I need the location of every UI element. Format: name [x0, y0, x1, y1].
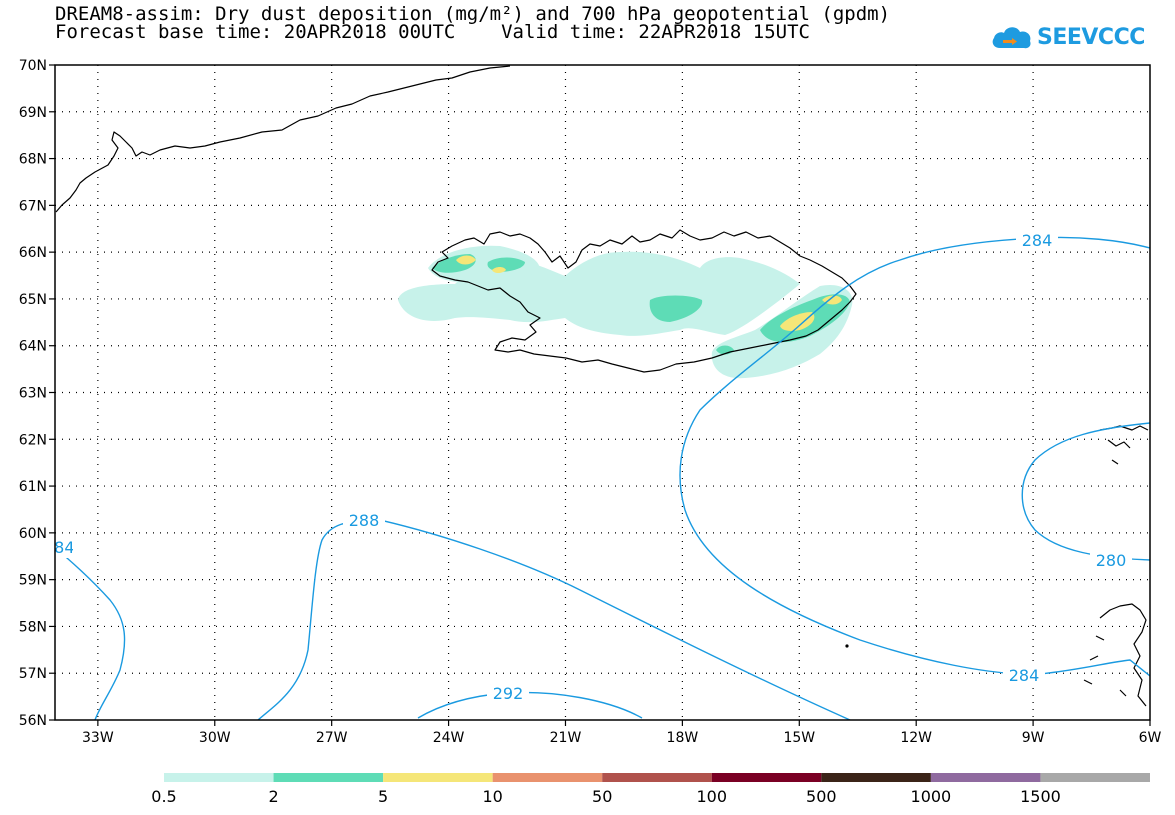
logo-text: SEEVCCC	[1037, 24, 1145, 50]
lon-label-6W: 6W	[1139, 730, 1162, 746]
legend-label-500: 500	[806, 787, 837, 806]
legend-swatch-9	[1040, 773, 1150, 782]
lat-label-69N: 69N	[19, 105, 47, 121]
contour-288	[257, 519, 851, 720]
map-title: DREAM8-assim: Dry dust deposition (mg/m²…	[55, 3, 891, 25]
contour-label-284-north: 284	[1022, 231, 1053, 250]
lat-label-64N: 64N	[19, 339, 47, 355]
legend-swatch-4	[492, 773, 603, 782]
dust-peak-southeast	[780, 312, 815, 331]
lat-label-63N: 63N	[19, 386, 47, 402]
coastlines	[55, 65, 1149, 707]
legend-label-5: 5	[378, 787, 388, 806]
contour-label-284-west: 284	[44, 538, 75, 557]
legend-swatch-2	[273, 773, 384, 782]
cloud-icon	[992, 27, 1031, 49]
lat-label-67N: 67N	[19, 198, 47, 214]
iceland-coast	[431, 229, 857, 373]
legend-swatch-6	[711, 773, 822, 782]
legend-swatch-1	[164, 773, 274, 782]
legend-label-10: 10	[482, 787, 502, 806]
lon-label-12W: 12W	[900, 730, 932, 746]
legend-label-1000: 1000	[911, 787, 952, 806]
dust-deposition-shading	[398, 245, 853, 379]
lon-label-27W: 27W	[316, 730, 348, 746]
legend-label-50: 50	[592, 787, 612, 806]
lat-label-70N: 70N	[19, 58, 47, 74]
lat-label-58N: 58N	[19, 619, 47, 635]
rockall-point	[845, 644, 849, 648]
dust-area-iceland-north	[428, 245, 540, 283]
contour-label-288: 288	[349, 511, 380, 530]
faroe-scotland-coast	[1083, 425, 1149, 707]
longitude-labels: 33W 30W 27W 24W 21W 18W 15W 12W 9W 6W	[82, 730, 1162, 746]
contour-label-292: 292	[493, 684, 524, 703]
legend-swatch-7	[821, 773, 931, 782]
legend-swatch-8	[930, 773, 1041, 782]
lat-label-60N: 60N	[19, 526, 47, 542]
lat-label-61N: 61N	[19, 479, 47, 495]
contour-284-east	[679, 236, 1150, 677]
lat-label-56N: 56N	[19, 713, 47, 729]
latitude-labels: 70N 69N 68N 67N 66N 65N 64N 63N 62N 61N 60N 59N 58N 5…	[19, 58, 47, 729]
legend-swatch-3	[383, 773, 493, 782]
lon-label-21W: 21W	[550, 730, 582, 746]
legend-label-1500: 1500	[1020, 787, 1061, 806]
legend-label-0.5: 0.5	[151, 787, 176, 806]
contour-280	[1021, 422, 1150, 561]
legend-swatch-5	[602, 773, 712, 782]
contour-label-284-south: 284	[1009, 666, 1040, 685]
lat-label-57N: 57N	[19, 666, 47, 682]
lon-label-30W: 30W	[199, 730, 231, 746]
lat-label-59N: 59N	[19, 573, 47, 589]
lat-label-66N: 66N	[19, 245, 47, 261]
lat-label-68N: 68N	[19, 152, 47, 168]
dust-core-central	[649, 295, 703, 322]
contour-284-west	[55, 547, 126, 720]
seevccc-logo: SEEVCCC	[990, 20, 1145, 54]
contour-label-280: 280	[1096, 551, 1127, 570]
lon-label-33W: 33W	[82, 730, 114, 746]
axis-ticks	[49, 64, 1151, 726]
lat-label-65N: 65N	[19, 292, 47, 308]
graticule	[55, 65, 1150, 720]
legend-label-2: 2	[268, 787, 278, 806]
lat-label-62N: 62N	[19, 432, 47, 448]
contour-label-284-west-clip: 284	[44, 538, 75, 557]
contour-labels: 284 288 292 280 284 284	[44, 230, 1132, 703]
legend-label-100: 100	[697, 787, 728, 806]
color-legend: 0.5 2 5 10 50 100 500 1000 1500	[151, 773, 1150, 806]
map-frame	[54, 64, 1151, 721]
map-subtitle-times: Forecast base time: 20APR2018 00UTC Vali…	[55, 21, 810, 43]
lon-label-18W: 18W	[667, 730, 699, 746]
lon-label-24W: 24W	[433, 730, 465, 746]
greenland-coast	[55, 65, 511, 213]
dust-peak-westfjords	[456, 255, 476, 265]
lon-label-15W: 15W	[783, 730, 815, 746]
lon-label-9W: 9W	[1022, 730, 1045, 746]
contour-292	[417, 691, 643, 719]
dust-peak-north	[492, 267, 506, 273]
